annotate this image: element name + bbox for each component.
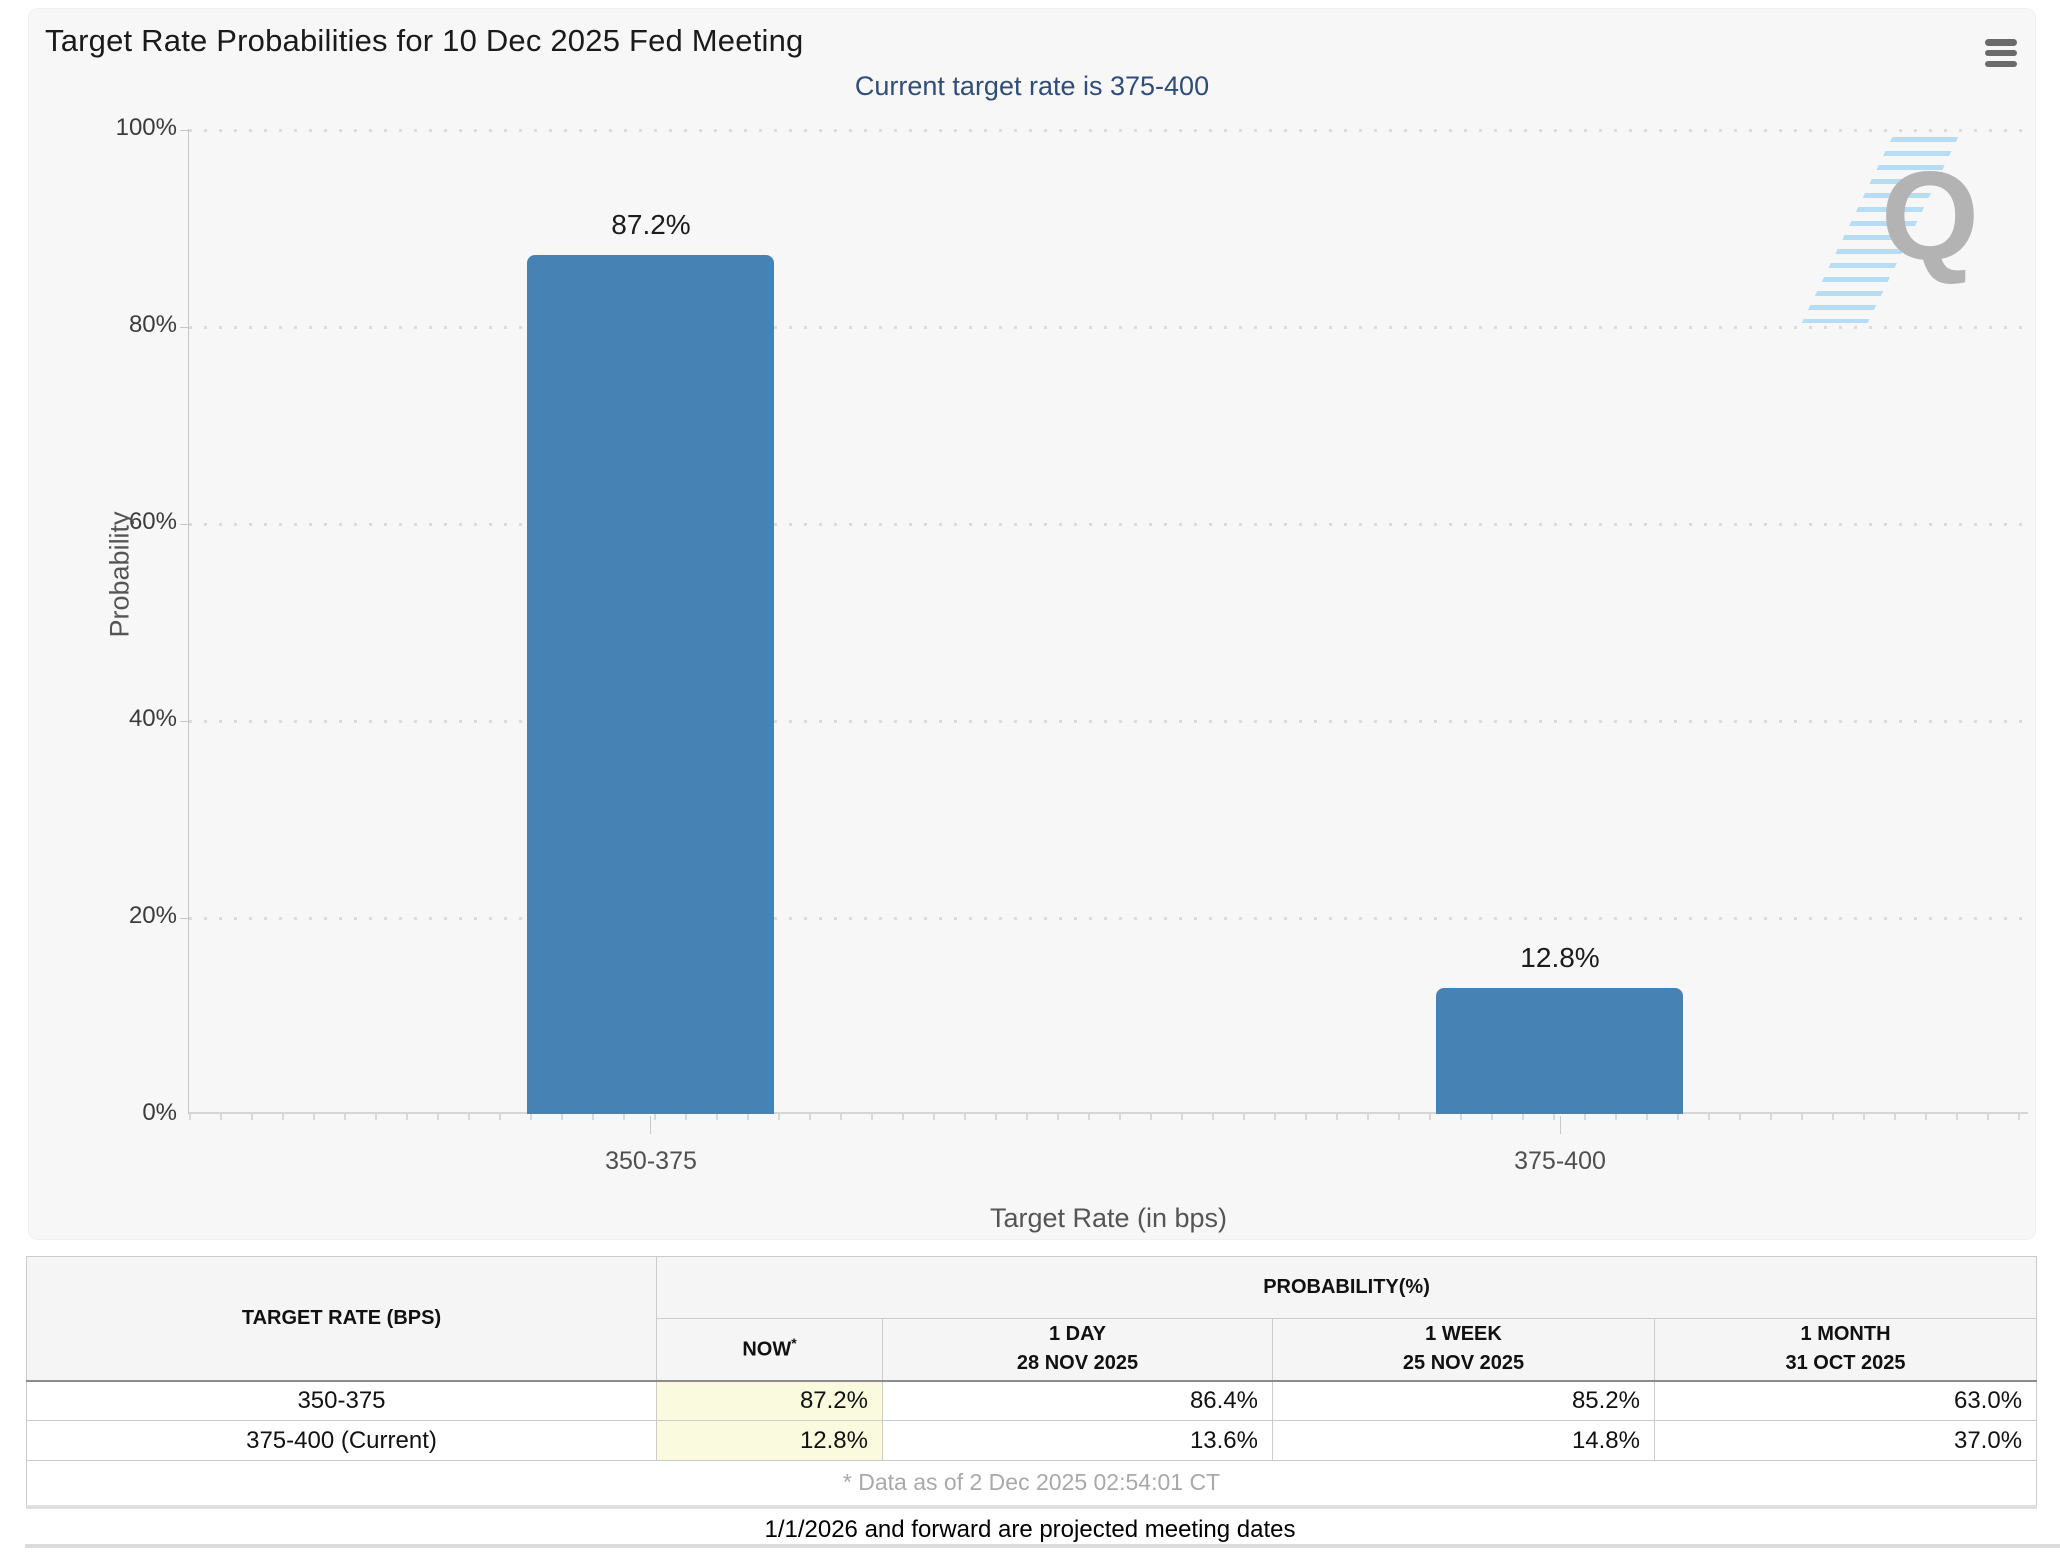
col-header-1month: 1 MONTH 31 OCT 2025 bbox=[1653, 1318, 2038, 1382]
chart-panel: Target Rate Probabilities for 10 Dec 202… bbox=[28, 8, 2036, 1240]
col-header-target-rate: TARGET RATE (BPS) bbox=[26, 1256, 657, 1382]
month-cell: 37.0% bbox=[1653, 1420, 2038, 1461]
ytick-label: 20% bbox=[128, 902, 177, 929]
day-cell: 86.4% bbox=[882, 1380, 1273, 1421]
ytick-label: 0% bbox=[142, 1099, 177, 1126]
category-tick bbox=[650, 1116, 651, 1134]
table-row: 350-375 87.2% 86.4% 85.2% 63.0% bbox=[26, 1380, 2038, 1421]
ytick-label: 60% bbox=[128, 508, 177, 535]
now-cell: 12.8% bbox=[656, 1420, 883, 1461]
category-label-350-375: 350-375 bbox=[605, 1147, 697, 1175]
bar-value-label: 87.2% bbox=[611, 209, 691, 241]
ytick-label: 100% bbox=[115, 114, 177, 141]
gridline-40: 40% bbox=[129, 705, 2028, 732]
chart-title: Target Rate Probabilities for 10 Dec 202… bbox=[45, 23, 804, 58]
week-cell: 85.2% bbox=[1272, 1380, 1655, 1421]
asterisk: * bbox=[791, 1335, 797, 1352]
now-cell: 87.2% bbox=[656, 1380, 883, 1421]
bar-value-label: 12.8% bbox=[1520, 941, 1600, 973]
bottom-divider bbox=[25, 1544, 2060, 1548]
month-cell: 63.0% bbox=[1653, 1380, 2038, 1421]
week-cell: 14.8% bbox=[1272, 1420, 1655, 1461]
bar-350-375[interactable] bbox=[527, 255, 774, 1114]
quikstrike-logo: Q bbox=[1801, 137, 1997, 327]
gridline-60: 60% bbox=[129, 508, 2028, 535]
gridline-80: 80% bbox=[129, 311, 2028, 338]
table-row: 375-400 (Current) 12.8% 13.6% 14.8% 37.0… bbox=[26, 1420, 2038, 1461]
gridline-100: 100% bbox=[116, 114, 2028, 141]
ytick-label: 80% bbox=[128, 311, 177, 338]
rate-cell: 375-400 (Current) bbox=[26, 1420, 657, 1461]
logo-q-icon: Q bbox=[1880, 145, 1979, 286]
col-header-1week: 1 WEEK 25 NOV 2025 bbox=[1272, 1318, 1655, 1382]
col-header-1day: 1 DAY 28 NOV 2025 bbox=[882, 1318, 1273, 1382]
x-axis-title: Target Rate (in bps) bbox=[989, 1203, 1228, 1233]
category-tick bbox=[1560, 1116, 1561, 1134]
projected-dates-note: 1/1/2026 and forward are projected meeti… bbox=[764, 1516, 1296, 1543]
probability-table: TARGET RATE (BPS) PROBABILITY(%) NOW* 1 … bbox=[25, 1256, 2038, 1509]
plot-area: 100% 80% 60% 40% 20% 0% 87.2% 12.8% 350-… bbox=[105, 114, 2028, 1233]
ytick-label: 40% bbox=[128, 705, 177, 732]
bar-375-400[interactable] bbox=[1436, 987, 1683, 1114]
category-label-375-400: 375-400 bbox=[1514, 1147, 1606, 1175]
x-axis-line bbox=[189, 1112, 2028, 1120]
rate-cell: 350-375 bbox=[26, 1380, 657, 1421]
group-header-probability: PROBABILITY(%) bbox=[655, 1256, 2038, 1319]
table-footnote: * Data as of 2 Dec 2025 02:54:01 CT bbox=[25, 1460, 2038, 1507]
chart-subtitle: Current target rate is 375-400 bbox=[854, 71, 1210, 101]
gridline-20: 20% bbox=[129, 902, 2028, 929]
day-cell: 13.6% bbox=[882, 1420, 1273, 1461]
hamburger-menu-icon[interactable] bbox=[1985, 39, 2017, 67]
col-header-now: NOW* bbox=[656, 1318, 883, 1382]
y-axis-title: Probability bbox=[104, 510, 135, 637]
